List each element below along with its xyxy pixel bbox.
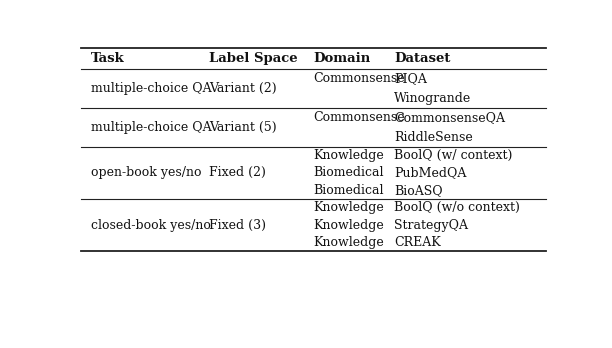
Text: multiple-choice QA: multiple-choice QA — [91, 82, 211, 95]
Text: Fixed (2): Fixed (2) — [209, 166, 266, 180]
Text: Domain: Domain — [314, 52, 371, 65]
Text: Biomedical: Biomedical — [314, 166, 384, 180]
Text: Winogrande: Winogrande — [394, 92, 471, 105]
Text: Commonsense: Commonsense — [314, 72, 405, 85]
Text: Knowledge: Knowledge — [314, 201, 384, 214]
Text: Knowledge: Knowledge — [314, 236, 384, 249]
Text: CommonsenseQA: CommonsenseQA — [394, 111, 506, 124]
Text: PIQA: PIQA — [394, 72, 427, 85]
Text: StrategyQA: StrategyQA — [394, 219, 468, 232]
Text: Task: Task — [91, 52, 124, 65]
Text: BoolQ (w/ context): BoolQ (w/ context) — [394, 149, 513, 162]
Text: Knowledge: Knowledge — [314, 219, 384, 232]
Text: PubMedQA: PubMedQA — [394, 166, 467, 180]
Text: CREAK: CREAK — [394, 236, 441, 249]
Text: Variant (2): Variant (2) — [209, 82, 277, 95]
Text: BoolQ (w/o context): BoolQ (w/o context) — [394, 201, 520, 214]
Text: multiple-choice QA: multiple-choice QA — [91, 121, 211, 134]
Text: Biomedical: Biomedical — [314, 184, 384, 197]
Text: Label Space: Label Space — [209, 52, 298, 65]
Text: Knowledge: Knowledge — [314, 149, 384, 162]
Text: open-book yes/no: open-book yes/no — [91, 166, 201, 180]
Text: Dataset: Dataset — [394, 52, 450, 65]
Text: BioASQ: BioASQ — [394, 184, 443, 197]
Text: Fixed (3): Fixed (3) — [209, 219, 266, 232]
Text: RiddleSense: RiddleSense — [394, 130, 473, 144]
Text: Variant (5): Variant (5) — [209, 121, 277, 134]
Text: closed-book yes/no: closed-book yes/no — [91, 219, 211, 232]
Text: Commonsense: Commonsense — [314, 111, 405, 124]
